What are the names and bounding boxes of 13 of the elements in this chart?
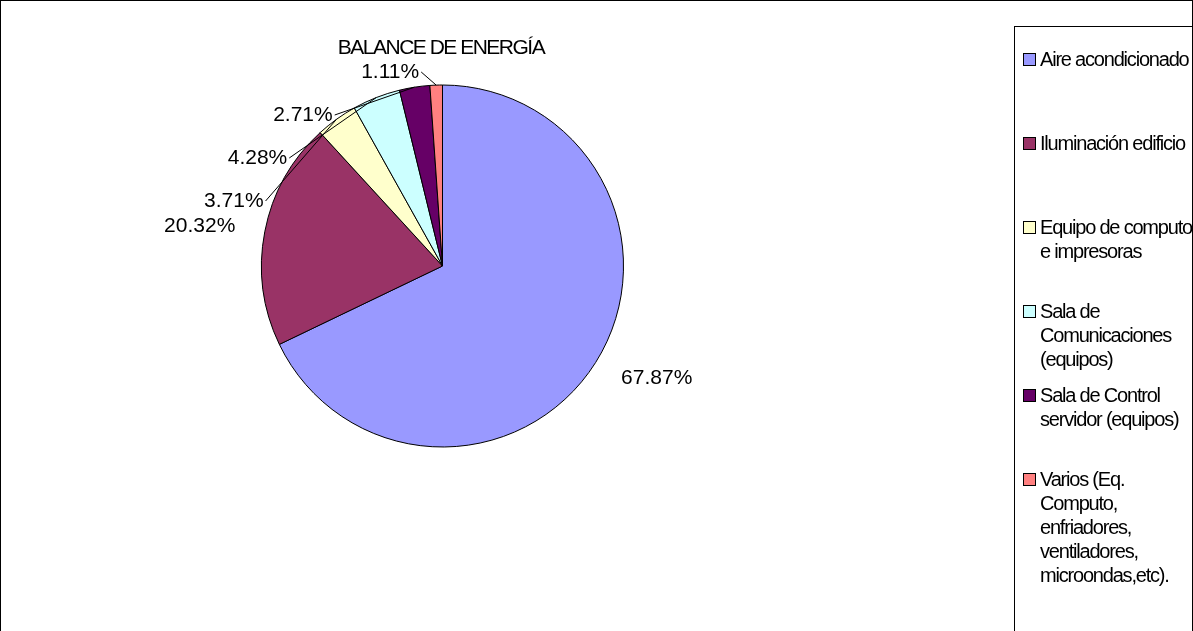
data-label: 4.28% — [227, 144, 288, 168]
data-label: 1.11% — [361, 58, 420, 82]
legend-label: Varios (Eq. Computo, enfriadores, ventiladores, microondas,etc). — [1040, 467, 1170, 587]
data-label: 20.32% — [164, 212, 236, 236]
legend-label: Iluminación edificio — [1040, 131, 1185, 155]
legend-label: Equipo de computo e impresoras — [1040, 215, 1193, 263]
data-label: 2.71% — [273, 101, 333, 125]
data-label: 67.87% — [621, 365, 693, 389]
legend-label: Sala de Comunicaciones (equipos) — [1040, 299, 1173, 371]
legend-label: Aire acondicionado — [1040, 47, 1189, 71]
chart-title: BALANCE DE ENERGÍA — [336, 35, 546, 59]
data-label: 3.71% — [204, 187, 264, 211]
legend-label: Sala de Control servidor (equipos) — [1040, 383, 1180, 431]
